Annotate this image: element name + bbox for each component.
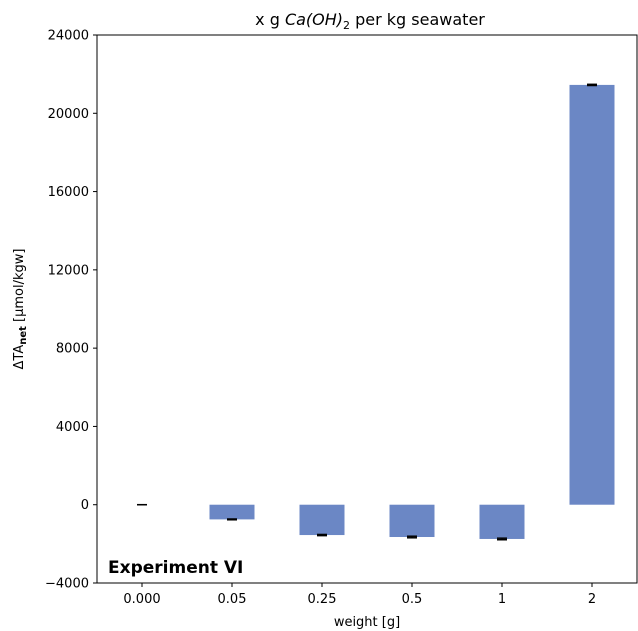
x-tick-label: 0.000 (123, 592, 160, 607)
title-formula: Ca(OH) (285, 10, 343, 29)
y-tick-label: 0 (81, 498, 89, 513)
bar-0.05 (209, 504, 255, 520)
y-tick-label: 12000 (48, 263, 89, 278)
error-bars-layer (137, 83, 597, 541)
y-tick-label: −4000 (45, 577, 89, 592)
y-tick-label: 16000 (48, 185, 89, 200)
y-tick-label: 20000 (48, 107, 89, 122)
bars-layer (209, 84, 615, 539)
experiment-annotation: Experiment VI (108, 558, 243, 578)
title-prefix: x g (255, 10, 285, 29)
y-tick-label: 24000 (48, 29, 89, 44)
chart-title: x g Ca(OH)2 per kg seawater (255, 10, 485, 32)
y-axis-label-main: ΔTA (12, 345, 27, 370)
y-tick-label: 8000 (56, 342, 89, 357)
error-bar-0.5 (407, 535, 417, 539)
y-axis-label-unit: [µmol/kgw] (12, 249, 27, 327)
bar-1 (479, 504, 525, 539)
x-tick-label: 0.25 (308, 592, 337, 607)
x-tick-label: 1 (498, 592, 506, 607)
error-bar-0.25 (317, 533, 327, 537)
y-ticks-layer: −4000 0 4000 8000 12000 16000 20000 24000 (45, 29, 97, 592)
plot-frame (96, 34, 638, 584)
bar-0.25 (299, 504, 345, 536)
bar-0.5 (389, 504, 435, 538)
x-tick-label: 0.05 (218, 592, 247, 607)
y-axis-label-sub: net (18, 326, 29, 345)
title-subscript: 2 (343, 19, 350, 32)
title-suffix: per kg seawater (350, 10, 485, 29)
x-tick-label: 2 (588, 592, 596, 607)
error-bar-0.05 (227, 518, 237, 521)
x-tick-label: 0.5 (402, 592, 423, 607)
bar-2 (569, 84, 615, 505)
error-bar-2 (587, 83, 597, 87)
y-tick-label: 4000 (56, 420, 89, 435)
error-bar-1 (497, 537, 507, 541)
x-ticks-layer: 0.000 0.05 0.25 0.5 1 2 (123, 583, 596, 607)
y-axis-label: ΔTAnet [µmol/kgw] (12, 249, 29, 370)
x-axis-label: weight [g] (334, 615, 400, 630)
